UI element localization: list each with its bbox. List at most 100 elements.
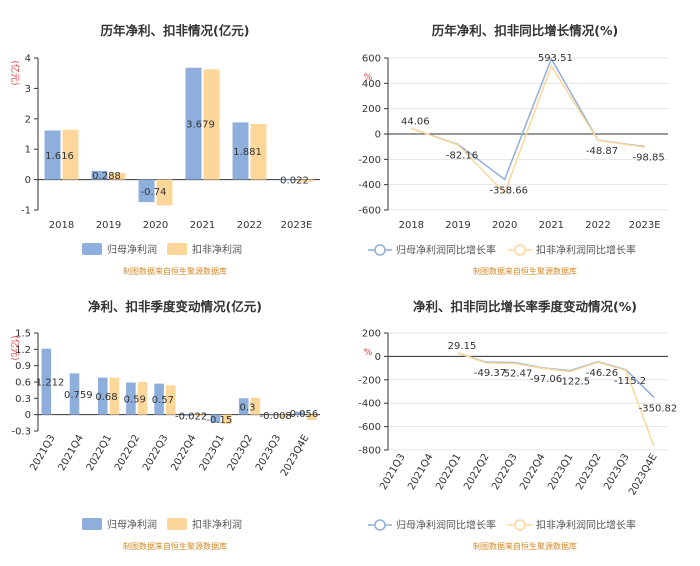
data-label: -0.008: [260, 411, 292, 422]
bar-net-profit: [232, 122, 249, 180]
data-label: -82.16: [446, 150, 478, 161]
bar-deducted-profit: [222, 414, 232, 424]
bar-net-profit: [295, 411, 305, 415]
y-tick-label: 400: [362, 79, 381, 90]
x-tick-label: 2021Q4: [57, 433, 86, 473]
bar-deducted-profit: [165, 385, 176, 415]
legend-label: 归母净利润: [107, 518, 157, 531]
data-label: -350.82: [639, 403, 678, 414]
legend-label: 扣非净利润同比增长率: [536, 244, 636, 257]
source-note: 制图数据来自恒生聚源数据库: [123, 266, 227, 276]
data-label: 1.212: [36, 378, 65, 389]
y-tick-label: 4: [25, 54, 31, 65]
chart-title: 历年净利、扣非情况(亿元): [101, 23, 250, 38]
legend-swatch-net-profit: [82, 243, 102, 255]
y-tick-label: 0: [375, 130, 381, 141]
data-label: 0.759: [64, 390, 93, 401]
x-tick-label: 2022Q4: [518, 452, 547, 492]
data-label: -358.66: [489, 185, 528, 196]
data-label: 1.881: [233, 147, 262, 158]
x-tick-label: 2020: [143, 220, 168, 231]
legend-marker-net-growth: [374, 244, 386, 256]
y-tick-label: -800: [358, 446, 381, 457]
y-tick-label: 3: [25, 84, 31, 95]
x-tick-label: 2021Q3: [378, 452, 407, 492]
bar-net-profit: [69, 373, 80, 415]
legend-marker-deducted-growth: [514, 244, 526, 256]
x-tick-label: 2022Q4: [169, 433, 198, 473]
data-label: 0.022: [280, 175, 309, 186]
bar-deducted-profit: [250, 397, 261, 415]
quarterly-profit-panel: 净利、扣非季度变动情况(亿元) (亿元) -0.3 0 0.3 0.6 0.9 1.2 1.5 2…: [0, 283, 350, 566]
legend-label: 扣非净利润: [192, 518, 242, 531]
bar-net-profit: [91, 170, 108, 180]
legend-swatch-net-profit: [82, 518, 102, 530]
annual-profit-panel: 历年净利、扣非情况(亿元) (亿元) -1 0 1 2 3 4 2018 2019 2020 2021…: [0, 0, 350, 283]
x-tick-label: 2023Q1: [546, 452, 575, 492]
data-label: -48.87: [586, 146, 618, 157]
bar-deducted-profit: [203, 69, 220, 180]
series-line-deducted-growth: [411, 64, 645, 195]
x-tick-label: 2023Q4E: [279, 433, 312, 478]
data-label: 1.616: [45, 151, 74, 162]
bar-deducted-profit: [250, 123, 267, 180]
source-note: 制图数据来自恒生聚源数据库: [473, 266, 577, 276]
bar-net-profit: [154, 383, 164, 415]
x-tick-label: 2022: [585, 220, 610, 231]
data-label: -97.06: [530, 374, 562, 385]
y-tick-label: 1.2: [15, 345, 31, 356]
bar-net-profit: [97, 377, 108, 415]
annual-growth-line-chart: 历年净利、扣非同比增长情况(%)% -600 -400 -200 0 200 400 600 2…: [358, 23, 668, 276]
bar-net-profit: [44, 130, 61, 180]
bar-deducted-profit: [109, 377, 120, 415]
bar-net-profit: [185, 67, 202, 180]
bar-deducted-profit: [297, 179, 314, 182]
x-tick-label: 2023Q4E: [627, 452, 660, 497]
y-tick-label: 0: [25, 175, 31, 186]
bar-net-profit: [267, 414, 277, 416]
bar-net-profit: [126, 382, 136, 415]
legend-marker-deducted-growth: [514, 519, 526, 531]
data-label: -98.85: [633, 153, 665, 164]
y-tick-label: 0.9: [15, 361, 31, 372]
data-label: -0.74: [141, 187, 167, 198]
bar-deducted-profit: [278, 414, 289, 418]
data-label: 0.288: [92, 171, 121, 182]
y-tick-label: -200: [358, 155, 381, 166]
data-label: 3.679: [186, 120, 215, 131]
y-tick-label: 0: [375, 352, 381, 363]
x-tick-label: 2023Q1: [198, 433, 227, 473]
bar-net-profit: [41, 348, 52, 415]
x-tick-label: 2022: [237, 220, 262, 231]
data-label: 44.06: [401, 116, 430, 127]
unit-label: %: [364, 348, 373, 358]
x-tick-label: 2023Q2: [226, 433, 255, 473]
y-tick-label: 0.6: [15, 378, 31, 389]
bar-deducted-profit: [194, 414, 204, 417]
y-tick-label: 1: [25, 145, 31, 156]
chart-title: 净利、扣非季度变动情况(亿元): [88, 299, 262, 314]
legend-label: 归母净利润同比增长率: [396, 519, 496, 532]
data-label: 0.056: [290, 409, 319, 420]
unit-label: (亿元): [9, 335, 21, 360]
legend-label: 归母净利润同比增长率: [396, 244, 496, 257]
bar-deducted-profit: [137, 382, 148, 415]
x-tick-label: 2023Q3: [254, 433, 283, 473]
x-tick-label: 2021: [539, 220, 564, 231]
x-tick-label: 2022Q1: [434, 452, 463, 492]
x-tick-label: 2021: [190, 220, 215, 231]
x-tick-label: 2020: [492, 220, 517, 231]
y-tick-label: 2: [25, 114, 31, 125]
x-tick-label: 2023E: [281, 220, 313, 231]
data-label: -0.022: [175, 411, 207, 422]
y-tick-label: -400: [358, 180, 381, 191]
x-tick-label: 2018: [399, 220, 424, 231]
bar-net-profit: [182, 414, 193, 416]
annual-growth-panel: 历年净利、扣非同比增长情况(%)% -600 -400 -200 0 200 400 600 2…: [350, 0, 700, 283]
y-tick-label: 200: [362, 329, 381, 340]
bar-net-profit: [238, 398, 249, 415]
y-tick-label: 200: [362, 104, 381, 115]
x-tick-label: 2018: [49, 220, 74, 231]
annual-profit-bar-chart: 历年净利、扣非情况(亿元) (亿元) -1 0 1 2 3 4 2018 2019 2020 2021…: [9, 23, 320, 276]
legend-label: 扣非净利润同比增长率: [536, 519, 636, 532]
